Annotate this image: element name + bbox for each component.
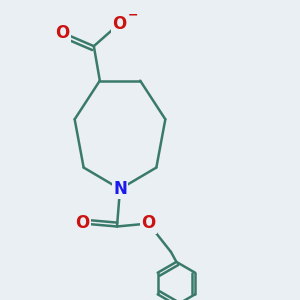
Text: −: − <box>128 8 138 21</box>
Text: O: O <box>112 15 126 33</box>
Text: O: O <box>75 214 90 232</box>
Text: N: N <box>113 180 127 198</box>
Text: O: O <box>141 214 156 232</box>
Text: O: O <box>55 24 69 42</box>
